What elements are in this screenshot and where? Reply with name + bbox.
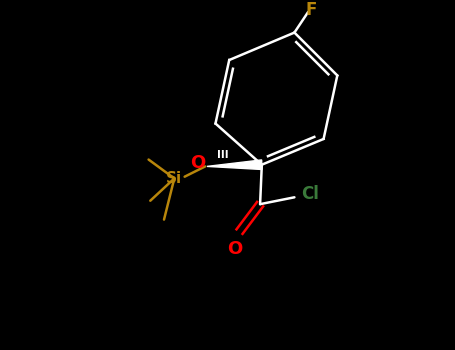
Text: Cl: Cl: [301, 185, 319, 203]
Text: O: O: [227, 240, 242, 258]
Text: Si: Si: [166, 171, 182, 186]
Text: F: F: [306, 1, 317, 19]
Text: O: O: [190, 154, 205, 172]
Text: III: III: [217, 150, 228, 160]
Polygon shape: [207, 160, 262, 169]
